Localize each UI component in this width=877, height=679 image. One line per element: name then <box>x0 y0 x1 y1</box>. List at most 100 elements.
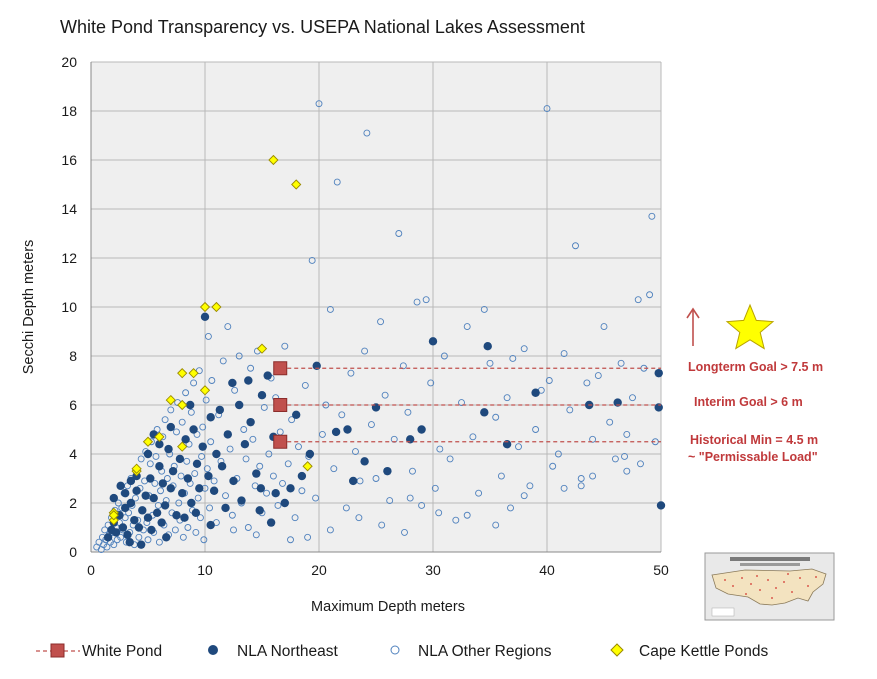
nla-other-regions-point <box>503 394 511 402</box>
white-pond-point <box>273 361 288 376</box>
nla-northeast-point <box>103 533 113 542</box>
nla-northeast-point <box>286 484 295 493</box>
white-pond-point <box>273 434 288 449</box>
nla-other-regions-point <box>347 369 355 377</box>
nla-other-regions-point <box>155 538 163 546</box>
nla-northeast-point <box>483 342 492 351</box>
nla-other-regions-point <box>367 421 375 429</box>
cape-kettle-pond-point <box>268 154 279 166</box>
cape-kettle-pond-point <box>177 399 188 411</box>
x-tick-label: 10 <box>197 562 213 578</box>
nla-other-regions-point <box>646 291 654 299</box>
nla-other-regions-point <box>219 357 227 365</box>
y-tick-label: 10 <box>61 299 77 315</box>
nla-northeast-point <box>149 493 158 503</box>
nla-northeast-point <box>116 481 125 491</box>
x-tick-label: 0 <box>87 562 95 578</box>
nla-other-regions-point <box>196 514 204 522</box>
nla-northeast-point <box>180 513 189 522</box>
nla-other-regions-point <box>549 462 557 470</box>
nla-northeast-point <box>178 489 187 498</box>
nla-other-regions-point <box>399 362 407 370</box>
nla-other-regions-point <box>526 482 534 490</box>
nla-northeast-point <box>223 430 232 439</box>
nla-other-regions-point <box>629 394 636 402</box>
nla-northeast-point <box>349 476 358 486</box>
nla-northeast-point <box>204 471 213 481</box>
historical-min-label: Historical Min = 4.5 m <box>690 433 818 447</box>
nla-other-regions-point <box>355 514 363 522</box>
nla-other-regions-point <box>203 465 211 473</box>
nla-northeast-point <box>480 408 489 417</box>
nla-other-regions-point <box>110 541 118 549</box>
cape-kettle-pond-point <box>131 463 142 474</box>
nla-northeast-point <box>146 474 155 483</box>
nla-other-regions-point <box>404 408 412 416</box>
nla-northeast-point <box>252 469 261 478</box>
nla-other-regions-point <box>532 426 540 433</box>
nla-other-regions-point <box>440 352 448 360</box>
nla-northeast-point <box>152 508 162 517</box>
nla-northeast-point <box>331 427 341 437</box>
nla-other-regions-point <box>422 296 430 304</box>
nla-northeast-point <box>206 520 215 530</box>
cape-kettle-pond-point <box>165 394 176 406</box>
cape-kettle-pond-point <box>199 385 211 396</box>
nla-northeast-point <box>280 498 289 508</box>
nla-other-regions-point <box>395 230 403 237</box>
nla-other-regions-point <box>469 433 477 441</box>
nla-northeast-point <box>417 425 426 434</box>
nla-other-regions-point <box>117 533 125 541</box>
nla-northeast-point <box>138 506 147 515</box>
nla-northeast-point <box>166 422 175 432</box>
nla-other-regions-point <box>611 455 619 463</box>
nla-other-regions-point <box>480 306 488 313</box>
nla-northeast-point <box>123 530 132 540</box>
x-tick-labels: 0 10 20 30 40 50 <box>87 562 669 578</box>
nla-other-regions-point <box>492 521 500 529</box>
nla-northeast-point <box>212 449 221 459</box>
nla-other-regions-point <box>202 396 210 404</box>
nla-other-regions-point <box>224 323 232 331</box>
nla-other-regions-point <box>623 467 631 475</box>
permissable-load-label: ~ "Permissable Load" <box>688 450 818 464</box>
nla-other-regions-point <box>247 364 255 372</box>
nla-other-regions-point <box>386 497 394 504</box>
nla-northeast-point <box>143 513 153 522</box>
legend-item-nla-other-regions: NLA Other Regions <box>390 643 552 660</box>
nla-other-regions-point <box>312 494 320 502</box>
nla-other-regions-point <box>463 511 471 519</box>
nla-other-regions-point <box>226 445 234 453</box>
nla-northeast-point <box>172 511 181 520</box>
nla-other-regions-point <box>200 536 208 544</box>
nla-northeast-point <box>229 476 238 486</box>
white-pond-point <box>273 398 288 412</box>
nla-other-regions-point <box>204 332 212 340</box>
nla-other-regions-point <box>463 323 471 331</box>
cape-kettle-pond-point <box>256 343 268 354</box>
cape-kettle-pond-point <box>177 441 188 452</box>
nla-other-regions-point <box>520 492 528 500</box>
cape-kettle-pond-point <box>154 431 165 442</box>
nla-northeast-point <box>297 471 307 481</box>
legend-label-cape-kettle-ponds: Cape Kettle Ponds <box>639 643 769 660</box>
nla-other-regions-point <box>175 499 183 507</box>
nla-other-regions-point <box>617 359 625 367</box>
nla-other-regions-point <box>326 526 334 534</box>
nla-other-regions-point <box>497 472 505 480</box>
nla-other-regions-point <box>315 100 323 108</box>
nla-other-regions-point <box>486 359 494 367</box>
nla-other-regions-point <box>295 443 302 451</box>
y-tick-label: 20 <box>61 54 77 70</box>
nla-northeast-point <box>654 368 663 378</box>
nla-other-regions-point <box>352 448 359 455</box>
nla-other-regions-point <box>284 460 292 468</box>
nla-other-regions-point <box>207 438 215 446</box>
nla-other-regions-point <box>157 487 164 495</box>
nla-other-regions-point <box>132 494 139 502</box>
nla-other-regions-point <box>634 296 642 304</box>
nla-other-regions-point <box>560 350 568 357</box>
nla-other-regions-point <box>114 499 122 507</box>
axes <box>90 62 661 553</box>
y-tick-label: 16 <box>61 152 77 168</box>
